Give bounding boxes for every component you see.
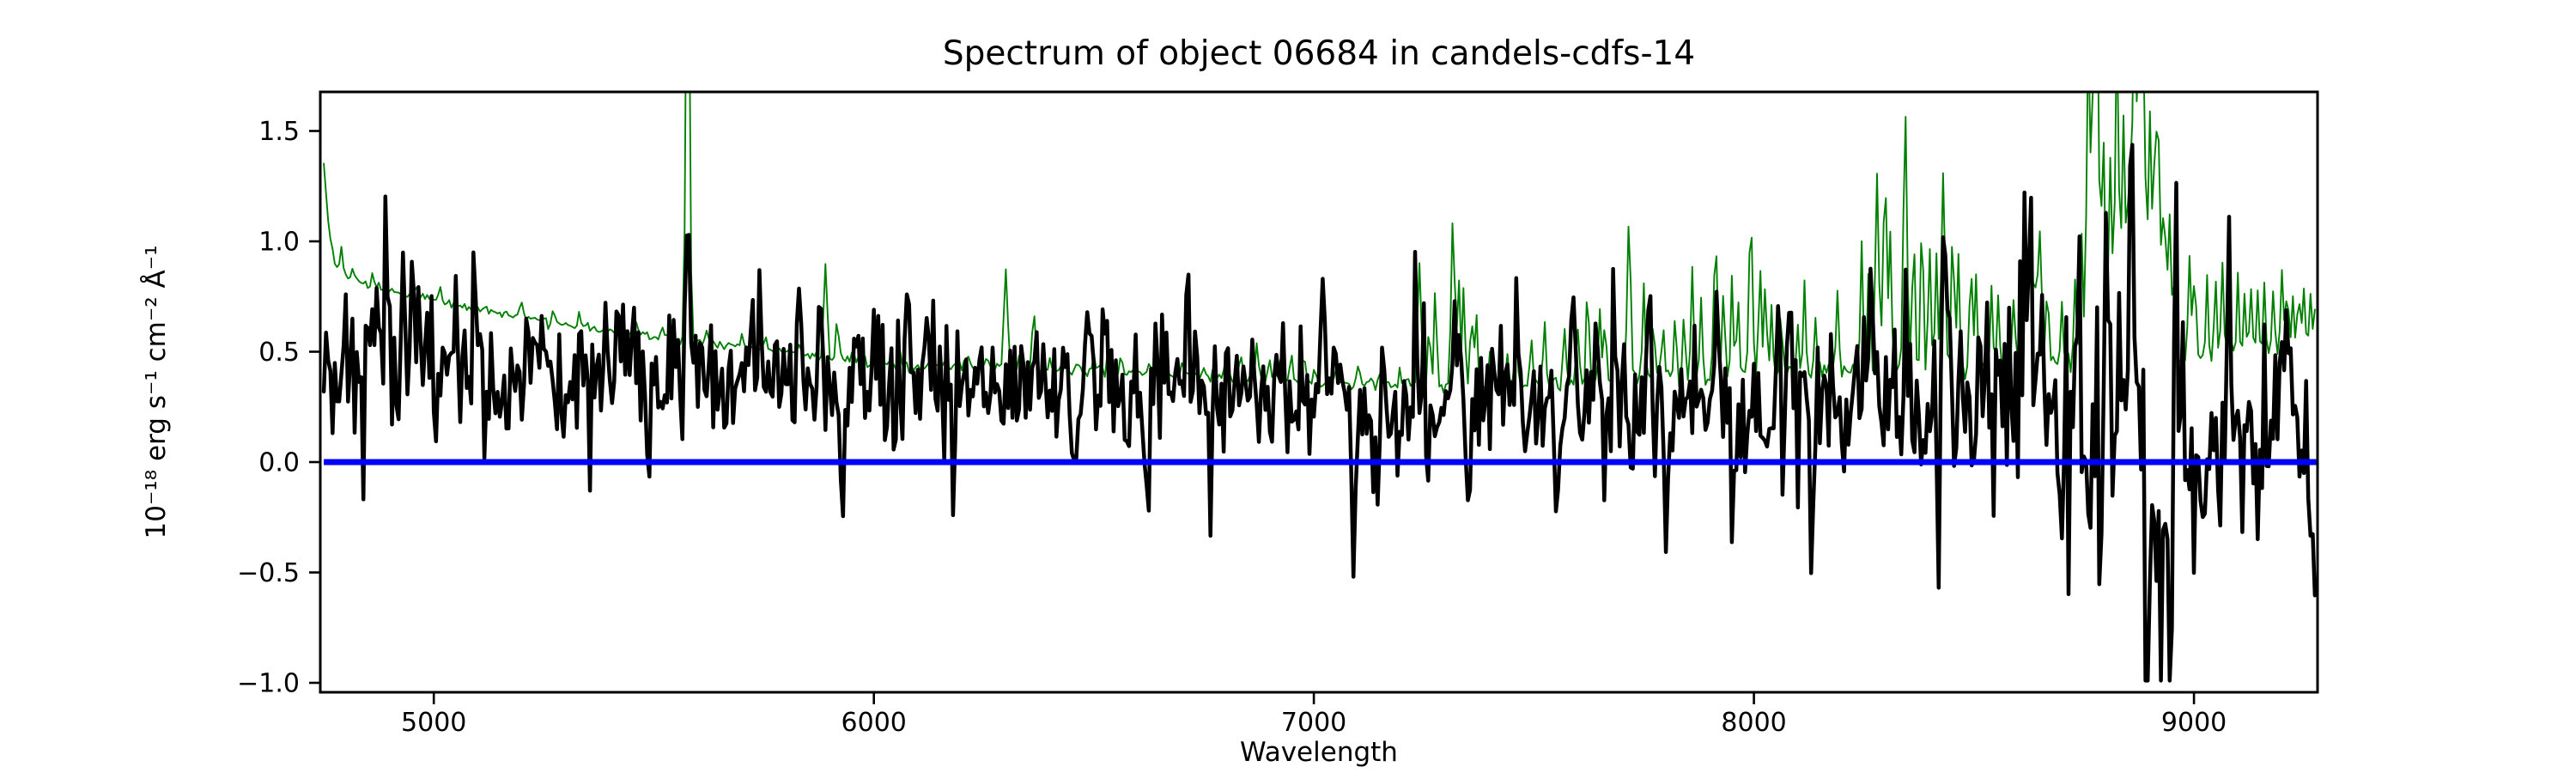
- y-tick-labels: 1.5 1.0 0.5 0.0 −0.5 −1.0: [237, 117, 300, 699]
- x-tick-label: 6000: [841, 708, 907, 738]
- x-tick-label: 5000: [401, 708, 466, 738]
- x-axis-label: Wavelength: [1240, 737, 1398, 768]
- y-axis-label: 10⁻¹⁸ erg s⁻¹ cm⁻² Å⁻¹: [141, 246, 172, 539]
- plot-area: [321, 93, 2317, 683]
- y-tick-label: 0.5: [258, 338, 300, 368]
- flux-spectrum-line: [321, 143, 2317, 683]
- y-tick-label: 1.0: [258, 228, 300, 258]
- plot-title: Spectrum of object 06684 in candels-cdfs…: [943, 34, 1695, 73]
- y-axis: [309, 130, 320, 685]
- x-tick-labels: 5000 6000 7000 8000 9000: [401, 708, 2227, 738]
- x-tick-label: 7000: [1281, 708, 1346, 738]
- y-tick-label: −1.0: [237, 669, 300, 699]
- y-tick-label: 0.0: [258, 448, 300, 478]
- y-tick-label: −0.5: [237, 558, 300, 588]
- x-tick-label: 9000: [2161, 708, 2227, 738]
- x-axis: [432, 692, 2196, 704]
- y-tick-label: 1.5: [258, 117, 300, 147]
- x-tick-label: 8000: [1721, 708, 1786, 738]
- axes-spine: [319, 90, 2319, 694]
